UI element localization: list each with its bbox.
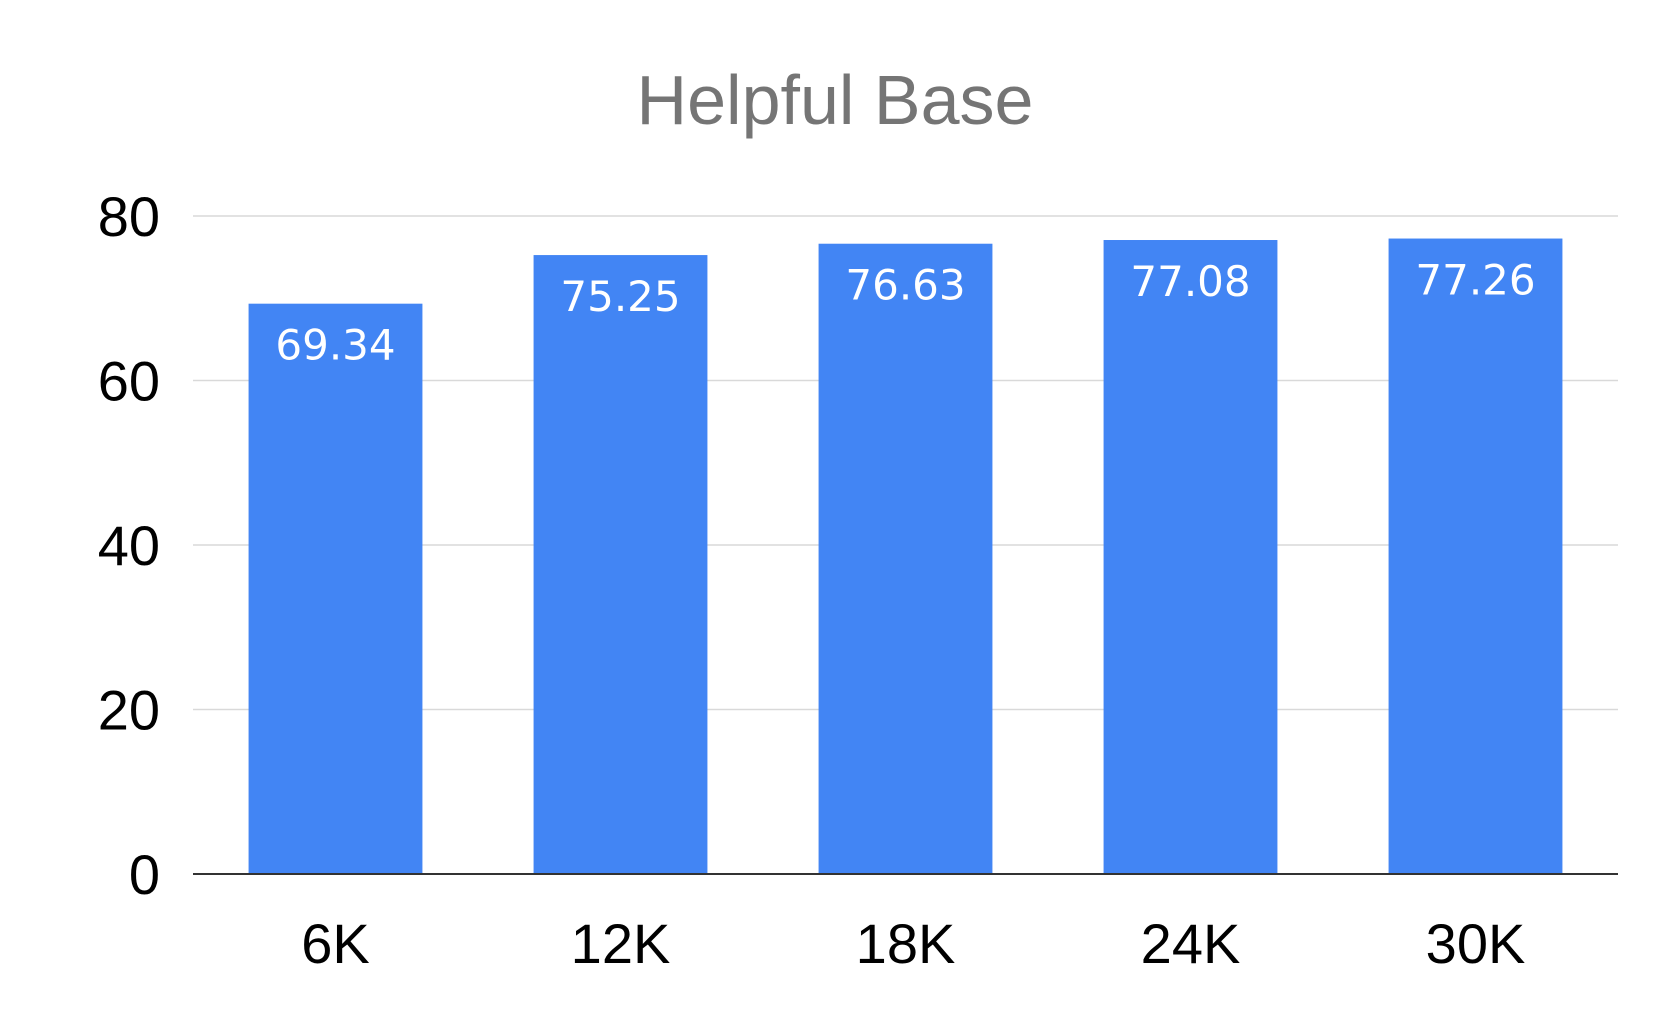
chart-title: Helpful Base — [637, 61, 1034, 139]
bar — [818, 243, 993, 874]
bar-value-label: 77.26 — [1415, 256, 1535, 305]
y-tick-label: 80 — [98, 185, 160, 248]
bar-value-label: 75.25 — [560, 272, 680, 321]
bar — [1388, 238, 1563, 874]
x-axis-ticks: 6K 12K 18K 24K 30K — [301, 912, 1525, 975]
bar — [1103, 240, 1278, 875]
bar-value-label: 69.34 — [275, 321, 395, 370]
y-tick-label: 40 — [98, 514, 160, 577]
x-tick-label: 30K — [1426, 912, 1526, 975]
y-tick-label: 0 — [129, 843, 160, 906]
y-axis-ticks: 0 20 40 60 80 — [98, 185, 160, 906]
bar-value-label: 76.63 — [845, 261, 965, 310]
x-tick-label: 18K — [856, 912, 956, 975]
y-tick-label: 20 — [98, 679, 160, 742]
bar — [248, 303, 423, 875]
x-tick-label: 24K — [1141, 912, 1241, 975]
bar — [533, 255, 708, 875]
bar-value-label: 77.08 — [1130, 257, 1250, 306]
y-tick-label: 60 — [98, 350, 160, 413]
bars — [248, 238, 1563, 875]
x-tick-label: 12K — [571, 912, 671, 975]
x-tick-label: 6K — [301, 912, 370, 975]
data-labels: 69.34 75.25 76.63 77.08 77.26 — [275, 256, 1535, 370]
